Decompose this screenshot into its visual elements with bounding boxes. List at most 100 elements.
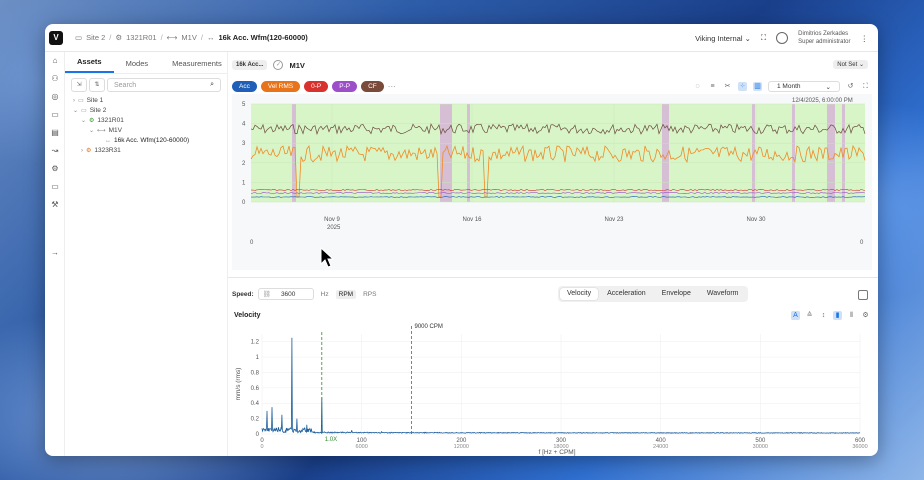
pill-cf[interactable]: CF xyxy=(361,81,384,92)
pill-0-p[interactable]: 0-P xyxy=(304,81,329,92)
spectrum-y-tick-label: 1.2 xyxy=(251,340,260,346)
expand-arrow-icon[interactable]: → xyxy=(51,248,59,257)
trend-range-end: 0 xyxy=(860,240,864,246)
tree-label: 1321R01 xyxy=(97,117,124,124)
spectrum-y-tick-label: 0.8 xyxy=(251,370,260,376)
user-info[interactable]: Dimitrios Zerkades Super administrator xyxy=(798,30,850,46)
trend-chart[interactable]: 12/4/2025, 6:00:00 PM 5 4 3 2 1 0 Nov 9 Nov 16… xyxy=(232,94,872,270)
pill-vel-rms[interactable]: Vel RMS xyxy=(260,81,301,92)
spectrum-x-tick-cpm: 12000 xyxy=(454,444,469,450)
tree-node[interactable]: ⌄ ▭ Site 2 xyxy=(65,106,227,116)
trend-x-ticks: Nov 9 Nov 16 Nov 23 Nov 30 xyxy=(324,217,766,223)
chevron-right-icon: › xyxy=(81,148,83,154)
chevron-down-icon: ⌄ xyxy=(81,118,87,124)
status-select[interactable]: Not Set ⌄ xyxy=(833,60,868,69)
app-logo[interactable]: V xyxy=(49,30,63,45)
spectrum-x-tick-hz: 500 xyxy=(755,438,766,444)
target-icon[interactable]: ◎ xyxy=(51,92,59,101)
tree-node[interactable]: › ⚙ 1323R31 xyxy=(65,146,227,156)
tab-velocity[interactable]: Velocity xyxy=(560,288,599,300)
gear-icon: ⚙ xyxy=(89,118,95,124)
fullscreen-icon[interactable]: ⛶ xyxy=(863,83,868,90)
trend-x-tick-label: Nov 23 xyxy=(604,217,624,223)
spectrum-x-tick-cpm: 24000 xyxy=(653,444,668,450)
user-role: Super administrator xyxy=(798,39,851,45)
scatter-icon[interactable]: ⁘ xyxy=(738,82,747,91)
scissors-icon[interactable]: ✂ xyxy=(724,83,731,90)
breadcrumb-asset[interactable]: 1321R01 xyxy=(126,33,157,42)
avatar-icon[interactable] xyxy=(776,32,789,44)
unit-hz[interactable]: Hz xyxy=(320,290,329,298)
tree-node[interactable]: ⌄ ⚙ 1321R01 xyxy=(65,116,227,126)
settings-icon[interactable]: ⚙ xyxy=(862,312,869,319)
unit-rpm[interactable]: RPM xyxy=(335,289,357,299)
route-icon[interactable]: ↝ xyxy=(51,146,59,155)
vertical-cursor-icon[interactable]: ↕ xyxy=(821,312,826,319)
speed-label: Speed: xyxy=(232,290,254,298)
spectrum-fullscreen-icon[interactable] xyxy=(858,290,868,300)
sidebar-tabs: Assets Modes Measurements xyxy=(65,52,227,74)
asset-chip[interactable]: 16k Acc... xyxy=(232,60,268,70)
tree-label: Site 1 xyxy=(86,97,104,104)
users-icon[interactable]: ⚇ xyxy=(51,74,59,83)
chat-icon[interactable]: ▭ xyxy=(51,182,59,191)
collapse-all-button[interactable]: ⇲ xyxy=(71,78,87,92)
home-icon[interactable]: ⌂ xyxy=(52,56,58,65)
tab-measurements[interactable]: Measurements xyxy=(172,59,222,68)
expand-all-button[interactable]: ⇅ xyxy=(89,78,105,92)
tab-waveform[interactable]: Waveform xyxy=(706,290,739,297)
view-tabs: Velocity Acceleration Envelope Waveform xyxy=(558,286,748,302)
spectrum-y-tick-label: 0 xyxy=(256,432,260,438)
gear-icon: ⚙ xyxy=(86,148,92,154)
point-icon: ⟷ xyxy=(166,33,178,42)
trend-plot-bg xyxy=(251,104,865,202)
chevron-right-icon: › xyxy=(73,98,75,104)
kebab-menu-icon[interactable]: ⋮ xyxy=(860,33,869,43)
breadcrumb-site[interactable]: Site 2 xyxy=(86,33,106,42)
asset-name: M1V xyxy=(289,60,305,70)
tree-node[interactable]: ⌄ ⟷ M1V xyxy=(65,126,227,136)
org-name: Viking Internal xyxy=(695,33,743,43)
panel-icon[interactable]: ▥ xyxy=(753,82,762,91)
harmonics-icon[interactable]: ⫴ xyxy=(850,312,853,319)
breadcrumb-point[interactable]: M1V xyxy=(181,33,197,42)
bar-chart-icon[interactable]: ▮ xyxy=(833,311,842,320)
tree-node[interactable]: › ▭ Site 1 xyxy=(65,96,227,106)
folder-icon[interactable]: ▭ xyxy=(51,110,59,119)
icon-rail: ⌂ ⚇ ◎ ▭ ▤ ↝ ⚙ ▭ ⚒ → xyxy=(45,52,65,456)
tab-assets[interactable]: Assets xyxy=(65,57,114,73)
chat-icon[interactable]: ◌ xyxy=(695,83,700,90)
settings-icon[interactable]: ⚙ xyxy=(51,164,59,173)
unit-rps[interactable]: RPS xyxy=(363,290,377,298)
tab-modes[interactable]: Modes xyxy=(125,59,149,68)
text-icon[interactable]: A xyxy=(791,311,800,320)
spectrum-chart[interactable]: Velocity A ≙ ↕ ▮ ⫴ ⚙ 1.2 1 0.8 0.6 0.4 0.2 0 0… xyxy=(232,309,872,456)
more-icon[interactable]: ··· xyxy=(387,82,396,91)
search-input[interactable]: Search ⌕ xyxy=(107,78,221,92)
pill-p-p[interactable]: P-P xyxy=(332,81,358,92)
trend-x-tick-label: Nov 30 xyxy=(746,217,766,223)
history-icon[interactable]: ↺ xyxy=(847,83,854,90)
tree-node-selected[interactable]: ↔ 16k Acc. Wfm(120-60000) xyxy=(65,136,227,146)
spectrum-x-tick-hz: 0 xyxy=(260,438,264,444)
period-select[interactable]: 1 Month ⌄ xyxy=(768,81,840,92)
document-icon[interactable]: ▤ xyxy=(51,128,59,137)
tools-icon[interactable]: ⚒ xyxy=(51,200,59,209)
org-select[interactable]: Viking Internal ⌄ xyxy=(695,34,751,43)
panel-divider[interactable] xyxy=(228,277,878,278)
top-right-controls: Viking Internal ⌄ ⛶ Dimitrios Zerkades S… xyxy=(695,24,868,52)
point-icon: ⟷ xyxy=(97,128,106,134)
list-icon[interactable]: ≡ xyxy=(710,83,715,90)
speed-input[interactable]: ⛓ 3600 xyxy=(257,288,314,300)
pill-acc[interactable]: Acc xyxy=(232,81,257,92)
tab-envelope[interactable]: Envelope xyxy=(661,290,691,297)
speed-value: 3600 xyxy=(280,290,296,298)
layers-icon[interactable]: ≙ xyxy=(806,312,813,319)
alarm-band xyxy=(662,104,665,202)
trend-year: 2025 xyxy=(327,225,341,231)
fullscreen-icon[interactable]: ⛶ xyxy=(760,33,767,42)
alarm-band xyxy=(792,104,795,202)
link-icon: ⛓ xyxy=(262,291,271,298)
tab-acceleration[interactable]: Acceleration xyxy=(607,290,646,297)
